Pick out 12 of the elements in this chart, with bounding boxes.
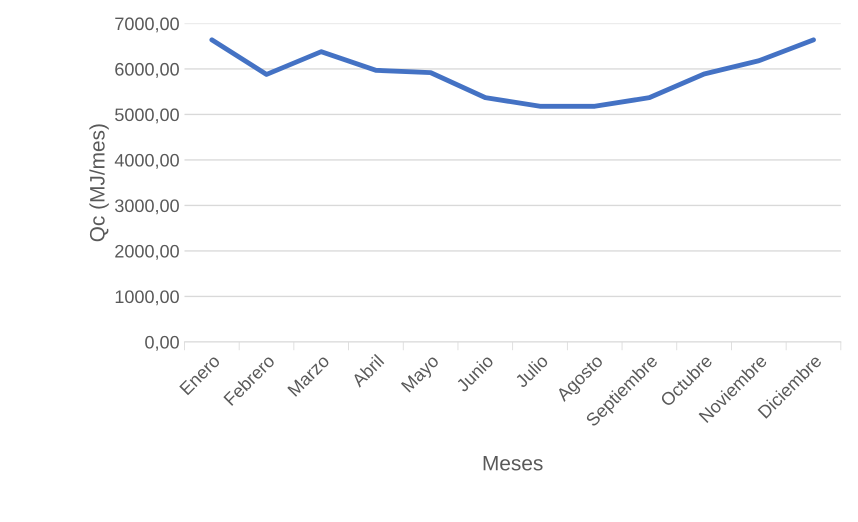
y-tick-label: 1000,00 (116, 290, 179, 306)
x-tick-label: Julio (514, 354, 549, 388)
y-tick-label: 5000,00 (115, 108, 179, 124)
y-tick-label: 2000,00 (115, 244, 179, 260)
y-tick-label: 6000,00 (115, 62, 179, 78)
x-axis-title: Meses (484, 456, 543, 471)
line-series (209, 37, 816, 109)
y-tick-label: 7000,00 (115, 17, 179, 32)
y-tick-label: 4000,00 (114, 154, 179, 169)
y-axis-title: Qc (MJ/mes) (89, 124, 109, 242)
y-tick-label: 0,00 (145, 336, 179, 351)
y-tick-label: 3000,00 (115, 199, 179, 214)
